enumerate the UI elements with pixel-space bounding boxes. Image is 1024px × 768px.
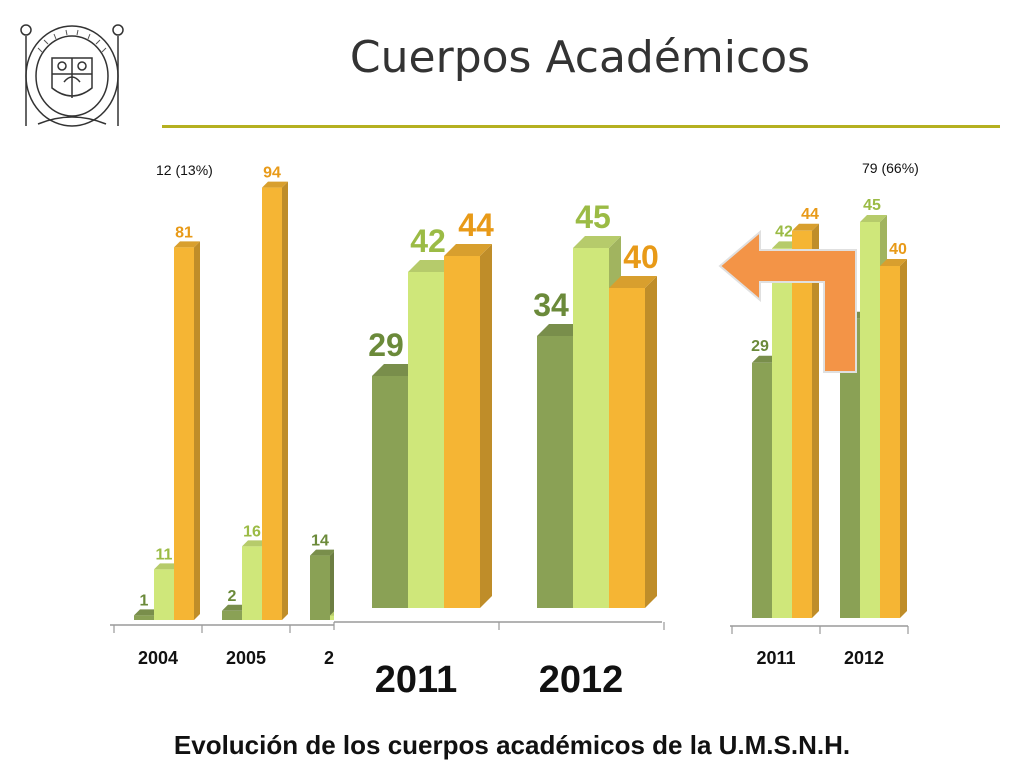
bar-top — [154, 563, 180, 570]
bar-side — [282, 181, 288, 620]
bar — [408, 272, 444, 608]
bar — [372, 376, 408, 608]
orange-arrow-icon — [718, 229, 857, 373]
chart-left: 11181200421694200514120 — [110, 165, 356, 668]
x-tick-label: 2011 — [375, 659, 457, 701]
chart-canvas: 11181200421694200514120 2942442011344540… — [110, 150, 909, 725]
bar-side — [194, 241, 200, 620]
bar — [880, 266, 900, 618]
bar-top — [242, 540, 268, 547]
bar-top — [310, 549, 336, 556]
x-tick-label: 2012 — [539, 659, 624, 701]
bar-value-label: 45 — [575, 199, 611, 235]
bar — [772, 248, 792, 618]
bar-value-label: 44 — [458, 207, 494, 243]
bar-side — [645, 276, 657, 608]
bar — [752, 362, 772, 618]
bar — [310, 555, 330, 620]
bar-value-label: 81 — [175, 224, 193, 241]
arrow-shape — [718, 229, 857, 373]
x-tick-label: 2011 — [756, 648, 795, 668]
bar — [860, 222, 880, 618]
bar — [222, 610, 242, 620]
bar-value-label: 34 — [533, 287, 569, 323]
bar-value-label: 1 — [140, 592, 149, 609]
university-seal-logo — [20, 24, 124, 127]
bar-value-label: 42 — [410, 223, 446, 259]
bar-side — [900, 259, 907, 618]
bar-top — [880, 259, 907, 266]
bar — [262, 187, 282, 620]
bar — [840, 318, 860, 618]
bar-side — [812, 223, 819, 619]
bar-value-label: 40 — [889, 241, 907, 258]
bar-top — [860, 215, 887, 222]
bar-value-label: 14 — [311, 533, 329, 550]
bar-top — [444, 244, 492, 256]
bar — [444, 256, 480, 608]
title-divider — [162, 125, 1000, 128]
annotation-left: 12 (13%) — [156, 162, 213, 178]
slide-caption: Evolución de los cuerpos académicos de l… — [173, 730, 851, 760]
bar-value-label: 11 — [156, 546, 173, 563]
bar-value-label: 44 — [801, 206, 819, 223]
bar — [792, 230, 812, 619]
bar-top — [573, 236, 621, 248]
bar — [174, 247, 194, 620]
slide-title: Cuerpos Académicos — [349, 32, 811, 83]
bar — [573, 248, 609, 608]
bar — [537, 336, 573, 608]
bar-value-label: 40 — [623, 239, 659, 275]
x-tick-label: 2005 — [226, 648, 266, 668]
x-tick-label: 2004 — [138, 648, 178, 668]
bar-value-label: 42 — [775, 223, 793, 240]
x-tick-label: 2012 — [844, 648, 884, 668]
bar — [154, 569, 174, 620]
bar-top — [222, 604, 248, 611]
bar — [609, 288, 645, 608]
chart-zoomed: 29 42 44 2011 34 45 40 2012 — [333, 150, 674, 725]
bar-value-label: 29 — [368, 327, 404, 363]
bar-value-label: 2 — [228, 588, 237, 605]
bar — [134, 615, 154, 620]
annotation-right: 79 (66%) — [862, 160, 919, 176]
bar-top — [792, 223, 819, 231]
bar-top — [609, 276, 657, 288]
bar-top — [134, 609, 160, 616]
bar — [242, 546, 262, 620]
bar-side — [480, 244, 492, 608]
bar-value-label: 45 — [863, 197, 881, 214]
bar-top — [174, 241, 200, 248]
bar-value-label: 29 — [751, 338, 769, 355]
bar-value-label: 16 — [243, 523, 261, 540]
bar-value-label: 94 — [263, 165, 281, 182]
bar-top — [262, 181, 288, 188]
